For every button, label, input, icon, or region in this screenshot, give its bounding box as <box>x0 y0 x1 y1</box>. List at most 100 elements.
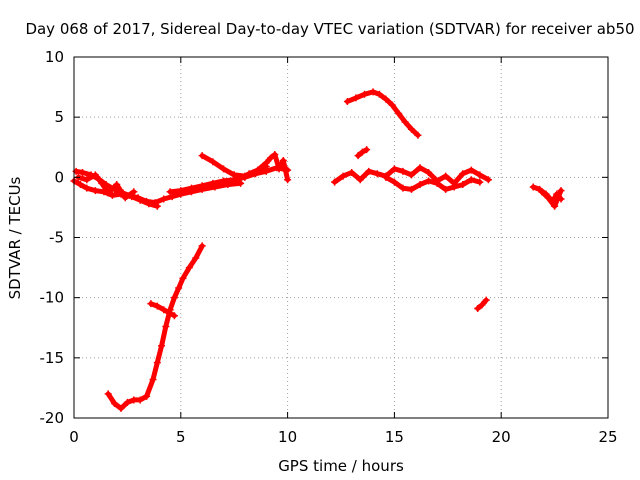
data-point-marker <box>130 396 138 404</box>
data-point-marker <box>262 163 270 171</box>
data-series <box>70 88 565 412</box>
data-point-marker <box>130 188 138 196</box>
data-point-marker <box>551 202 559 210</box>
data-point-marker <box>230 171 238 179</box>
data-point-marker <box>482 296 490 304</box>
data-point-marker <box>117 404 125 412</box>
data-point-marker <box>348 169 356 177</box>
series-band <box>105 243 205 411</box>
data-point-marker <box>108 191 116 199</box>
y-tick-label: -10 <box>40 289 65 307</box>
data-point-marker <box>529 183 537 191</box>
data-point-marker <box>388 101 396 109</box>
y-tick-label: -5 <box>49 229 64 247</box>
data-point-marker <box>162 323 170 331</box>
data-point-marker <box>209 158 217 166</box>
data-point-marker <box>416 181 424 189</box>
data-point-marker <box>467 176 475 184</box>
data-point-marker <box>91 187 99 195</box>
data-point-marker <box>369 88 377 96</box>
data-point-marker <box>149 375 157 383</box>
data-point-marker <box>198 152 206 160</box>
data-point-marker <box>284 176 292 184</box>
series-arc-evening-high <box>343 88 422 139</box>
data-point-marker <box>478 301 486 309</box>
data-point-marker <box>153 359 161 367</box>
data-point-marker <box>360 90 368 98</box>
chart-title: Day 068 of 2017, Sidereal Day-to-day VTE… <box>25 20 634 38</box>
data-point-marker <box>153 202 161 210</box>
data-point-marker <box>373 170 381 178</box>
data-point-marker <box>425 177 433 185</box>
data-point-marker <box>179 274 187 282</box>
data-point-marker <box>339 172 347 180</box>
data-point-marker <box>557 187 565 195</box>
data-point-marker <box>83 184 91 192</box>
data-point-marker <box>399 167 407 175</box>
series-arc-deep-dip <box>104 242 206 412</box>
data-point-marker <box>538 188 546 196</box>
data-point-marker <box>476 178 484 186</box>
data-point-marker <box>175 284 183 292</box>
x-tick-label: 25 <box>598 428 617 446</box>
x-tick-label: 20 <box>492 428 511 446</box>
data-point-marker <box>198 242 206 250</box>
data-point-marker <box>153 302 161 310</box>
data-point-marker <box>170 294 178 302</box>
data-point-marker <box>450 183 458 191</box>
data-point-marker <box>442 172 450 180</box>
data-point-marker <box>267 154 275 162</box>
series-arc-short-dip <box>147 300 178 320</box>
series-arc-midday-fall <box>198 152 270 180</box>
data-point-marker <box>484 176 492 184</box>
data-point-marker <box>177 187 185 195</box>
data-point-marker <box>467 166 475 174</box>
data-point-marker <box>185 264 193 272</box>
data-point-marker <box>375 90 383 98</box>
data-point-marker <box>474 304 482 312</box>
data-point-marker <box>356 176 364 184</box>
data-point-marker <box>459 170 467 178</box>
data-point-marker <box>442 185 450 193</box>
data-point-marker <box>147 300 155 308</box>
data-point-marker <box>170 312 178 320</box>
data-point-marker <box>407 171 415 179</box>
y-axis-ticks: -20 -15 -10 -5 0 5 10 <box>40 48 608 427</box>
x-axis-ticks: 0 5 10 15 20 25 <box>69 57 618 446</box>
data-point-marker <box>160 195 168 203</box>
data-point-marker <box>331 178 339 186</box>
y-tick-label: 0 <box>54 168 64 186</box>
data-point-marker <box>98 179 106 187</box>
data-point-marker <box>395 110 403 118</box>
data-point-marker <box>416 164 424 172</box>
x-tick-label: 15 <box>385 428 404 446</box>
data-point-marker <box>91 171 99 179</box>
x-tick-label: 0 <box>69 428 79 446</box>
data-point-marker <box>104 189 112 197</box>
data-point-marker <box>390 178 398 186</box>
grid-lines <box>74 57 608 418</box>
series-arc-evening-low <box>382 173 484 193</box>
x-tick-label: 5 <box>176 428 186 446</box>
data-point-marker <box>275 165 283 173</box>
x-tick-label: 10 <box>278 428 297 446</box>
data-point-marker <box>158 342 166 350</box>
data-point-marker <box>168 193 176 201</box>
data-point-marker <box>160 306 168 314</box>
y-axis-label: SDTVAR / TECUs <box>6 176 24 299</box>
data-point-marker <box>352 94 360 102</box>
data-point-marker <box>407 185 415 193</box>
data-point-marker <box>121 194 129 202</box>
data-point-marker <box>407 125 415 133</box>
data-point-marker <box>145 200 153 208</box>
x-axis-label: GPS time / hours <box>278 457 404 475</box>
data-point-marker <box>136 196 144 204</box>
data-point-marker <box>363 146 371 154</box>
y-tick-label: -20 <box>40 409 65 427</box>
series-band <box>383 174 483 192</box>
data-point-marker <box>136 396 144 404</box>
y-tick-label: 10 <box>45 48 64 66</box>
data-point-marker <box>166 188 174 196</box>
data-point-marker <box>425 169 433 177</box>
